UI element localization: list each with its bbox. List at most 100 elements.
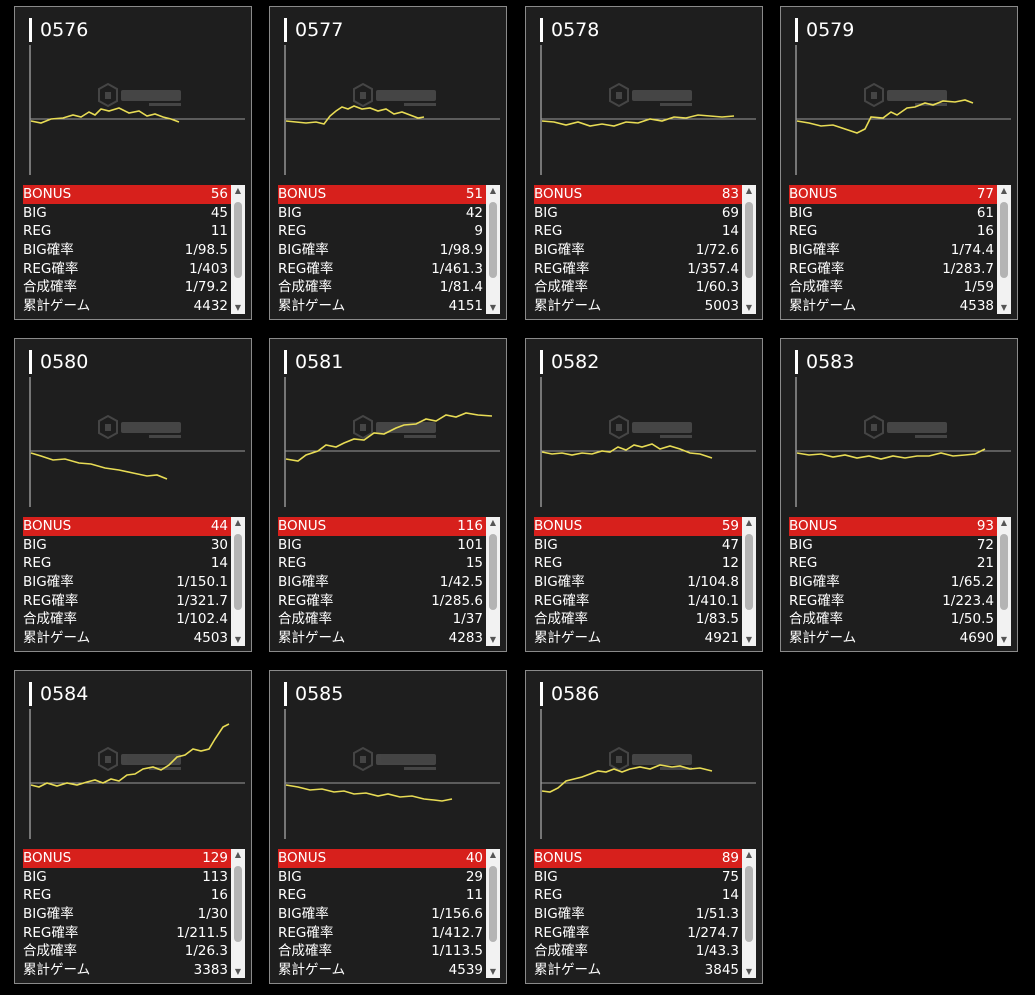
scroll-up-arrow-icon[interactable]: ▲ xyxy=(745,186,753,195)
graph-line xyxy=(30,107,180,124)
scroll-thumb[interactable] xyxy=(234,202,242,278)
scroll-down-arrow-icon[interactable]: ▼ xyxy=(1000,303,1008,312)
scroll-up-arrow-icon[interactable]: ▲ xyxy=(489,518,497,527)
big-rate-row: BIG確率 1/65.2 xyxy=(789,573,997,592)
total-rate-row-value: 1/26.3 xyxy=(184,943,228,960)
total-rate-row: 合成確率 1/113.5 xyxy=(278,942,486,961)
bonus-row: BONUS 56 xyxy=(23,185,231,204)
machine-card[interactable]: 0583 BONUS 93 BIG 72 REG 21 xyxy=(780,338,1018,652)
graph-line xyxy=(285,784,453,802)
stats-scrollbar[interactable]: ▲ ▼ xyxy=(486,185,500,314)
total-games-row-label: 累計ゲーム xyxy=(23,630,91,647)
total-games-row: 累計ゲーム 3845 xyxy=(534,961,742,980)
scroll-up-arrow-icon[interactable]: ▲ xyxy=(745,850,753,859)
machine-number: 0580 xyxy=(40,351,89,373)
stats-scrollbar[interactable]: ▲ ▼ xyxy=(742,517,756,646)
title-accent-bar xyxy=(284,350,287,374)
scroll-thumb[interactable] xyxy=(745,534,753,610)
machine-card[interactable]: 0582 BONUS 59 BIG 47 REG 12 xyxy=(525,338,763,652)
reg-row-value: 15 xyxy=(465,555,483,572)
machine-card[interactable]: 0576 BONUS 56 BIG 45 REG 11 xyxy=(14,6,252,320)
machine-number-header: 0576 xyxy=(29,17,88,43)
scroll-down-arrow-icon[interactable]: ▼ xyxy=(1000,635,1008,644)
scroll-down-arrow-icon[interactable]: ▼ xyxy=(745,967,753,976)
scroll-down-arrow-icon[interactable]: ▼ xyxy=(489,635,497,644)
big-row-value: 42 xyxy=(465,204,483,221)
machine-number-header: 0579 xyxy=(795,17,854,43)
scroll-thumb[interactable] xyxy=(489,202,497,278)
graph-line xyxy=(796,99,974,134)
bonus-row-label: BONUS xyxy=(789,518,838,534)
total-games-row: 累計ゲーム 4151 xyxy=(278,297,486,316)
scroll-down-arrow-icon[interactable]: ▼ xyxy=(745,635,753,644)
scroll-thumb[interactable] xyxy=(1000,202,1008,278)
machine-card[interactable]: 0585 BONUS 40 BIG 29 REG 11 xyxy=(269,670,507,984)
reg-row-label: REG xyxy=(278,555,307,572)
scroll-up-arrow-icon[interactable]: ▲ xyxy=(489,186,497,195)
reg-rate-row: REG確率 1/403 xyxy=(23,260,231,279)
machine-number: 0585 xyxy=(295,683,344,705)
stats-scrollbar[interactable]: ▲ ▼ xyxy=(486,517,500,646)
scroll-up-arrow-icon[interactable]: ▲ xyxy=(1000,518,1008,527)
title-accent-bar xyxy=(284,18,287,42)
scroll-up-arrow-icon[interactable]: ▲ xyxy=(1000,186,1008,195)
scroll-up-arrow-icon[interactable]: ▲ xyxy=(234,518,242,527)
stats-scrollbar[interactable]: ▲ ▼ xyxy=(231,849,245,978)
scroll-down-arrow-icon[interactable]: ▼ xyxy=(234,303,242,312)
scroll-thumb[interactable] xyxy=(745,202,753,278)
stats-scrollbar[interactable]: ▲ ▼ xyxy=(742,185,756,314)
scroll-down-arrow-icon[interactable]: ▼ xyxy=(489,967,497,976)
reg-row-label: REG xyxy=(23,223,52,240)
scroll-thumb[interactable] xyxy=(489,534,497,610)
stats-scrollbar[interactable]: ▲ ▼ xyxy=(997,185,1011,314)
stats-scrollbar[interactable]: ▲ ▼ xyxy=(486,849,500,978)
stats-scrollbar[interactable]: ▲ ▼ xyxy=(997,517,1011,646)
scroll-up-arrow-icon[interactable]: ▲ xyxy=(234,850,242,859)
scroll-down-arrow-icon[interactable]: ▼ xyxy=(489,303,497,312)
machine-card[interactable]: 0584 BONUS 129 BIG 113 REG 16 xyxy=(14,670,252,984)
big-row-label: BIG xyxy=(23,868,47,885)
reg-row-value: 14 xyxy=(721,223,739,240)
reg-row: REG 11 xyxy=(278,886,486,905)
big-rate-row-label: BIG確率 xyxy=(789,574,840,591)
scroll-up-arrow-icon[interactable]: ▲ xyxy=(489,850,497,859)
big-row-value: 72 xyxy=(976,536,994,553)
machine-card[interactable]: 0577 BONUS 51 BIG 42 REG 9 xyxy=(269,6,507,320)
scroll-up-arrow-icon[interactable]: ▲ xyxy=(234,186,242,195)
scroll-up-arrow-icon[interactable]: ▲ xyxy=(745,518,753,527)
reg-rate-row-label: REG確率 xyxy=(789,592,845,609)
graph-line xyxy=(541,443,713,459)
machine-card[interactable]: 0586 BONUS 89 BIG 75 REG 14 xyxy=(525,670,763,984)
big-row-value: 45 xyxy=(210,204,228,221)
reg-row-label: REG xyxy=(534,223,563,240)
scroll-thumb[interactable] xyxy=(234,866,242,942)
scroll-thumb[interactable] xyxy=(1000,534,1008,610)
payout-graph xyxy=(540,709,758,839)
machine-card[interactable]: 0581 BONUS 116 BIG 101 REG 15 xyxy=(269,338,507,652)
stats-scrollbar[interactable]: ▲ ▼ xyxy=(231,185,245,314)
scroll-thumb[interactable] xyxy=(489,866,497,942)
title-accent-bar xyxy=(540,18,543,42)
big-row-value: 29 xyxy=(465,868,483,885)
scroll-down-arrow-icon[interactable]: ▼ xyxy=(234,967,242,976)
watermark-logo-icon xyxy=(864,414,947,440)
machine-card[interactable]: 0579 BONUS 77 BIG 61 REG 16 xyxy=(780,6,1018,320)
payout-graph xyxy=(29,377,247,507)
scroll-thumb[interactable] xyxy=(234,534,242,610)
total-rate-row-value: 1/113.5 xyxy=(431,943,483,960)
stats-scrollbar[interactable]: ▲ ▼ xyxy=(231,517,245,646)
scroll-down-arrow-icon[interactable]: ▼ xyxy=(234,635,242,644)
reg-row-value: 14 xyxy=(721,887,739,904)
reg-rate-row-value: 1/410.1 xyxy=(687,592,739,609)
machine-card[interactable]: 0580 BONUS 44 BIG 30 REG 14 xyxy=(14,338,252,652)
machine-number-header: 0581 xyxy=(284,349,343,375)
stats-scrollbar[interactable]: ▲ ▼ xyxy=(742,849,756,978)
watermark-logo-icon xyxy=(353,746,436,772)
machine-card[interactable]: 0578 BONUS 83 BIG 69 REG 14 xyxy=(525,6,763,320)
scroll-thumb[interactable] xyxy=(745,866,753,942)
big-rate-row-value: 1/42.5 xyxy=(439,574,483,591)
scroll-down-arrow-icon[interactable]: ▼ xyxy=(745,303,753,312)
bonus-row: BONUS 129 xyxy=(23,849,231,868)
total-games-row-label: 累計ゲーム xyxy=(278,630,346,647)
reg-row-value: 16 xyxy=(976,223,994,240)
